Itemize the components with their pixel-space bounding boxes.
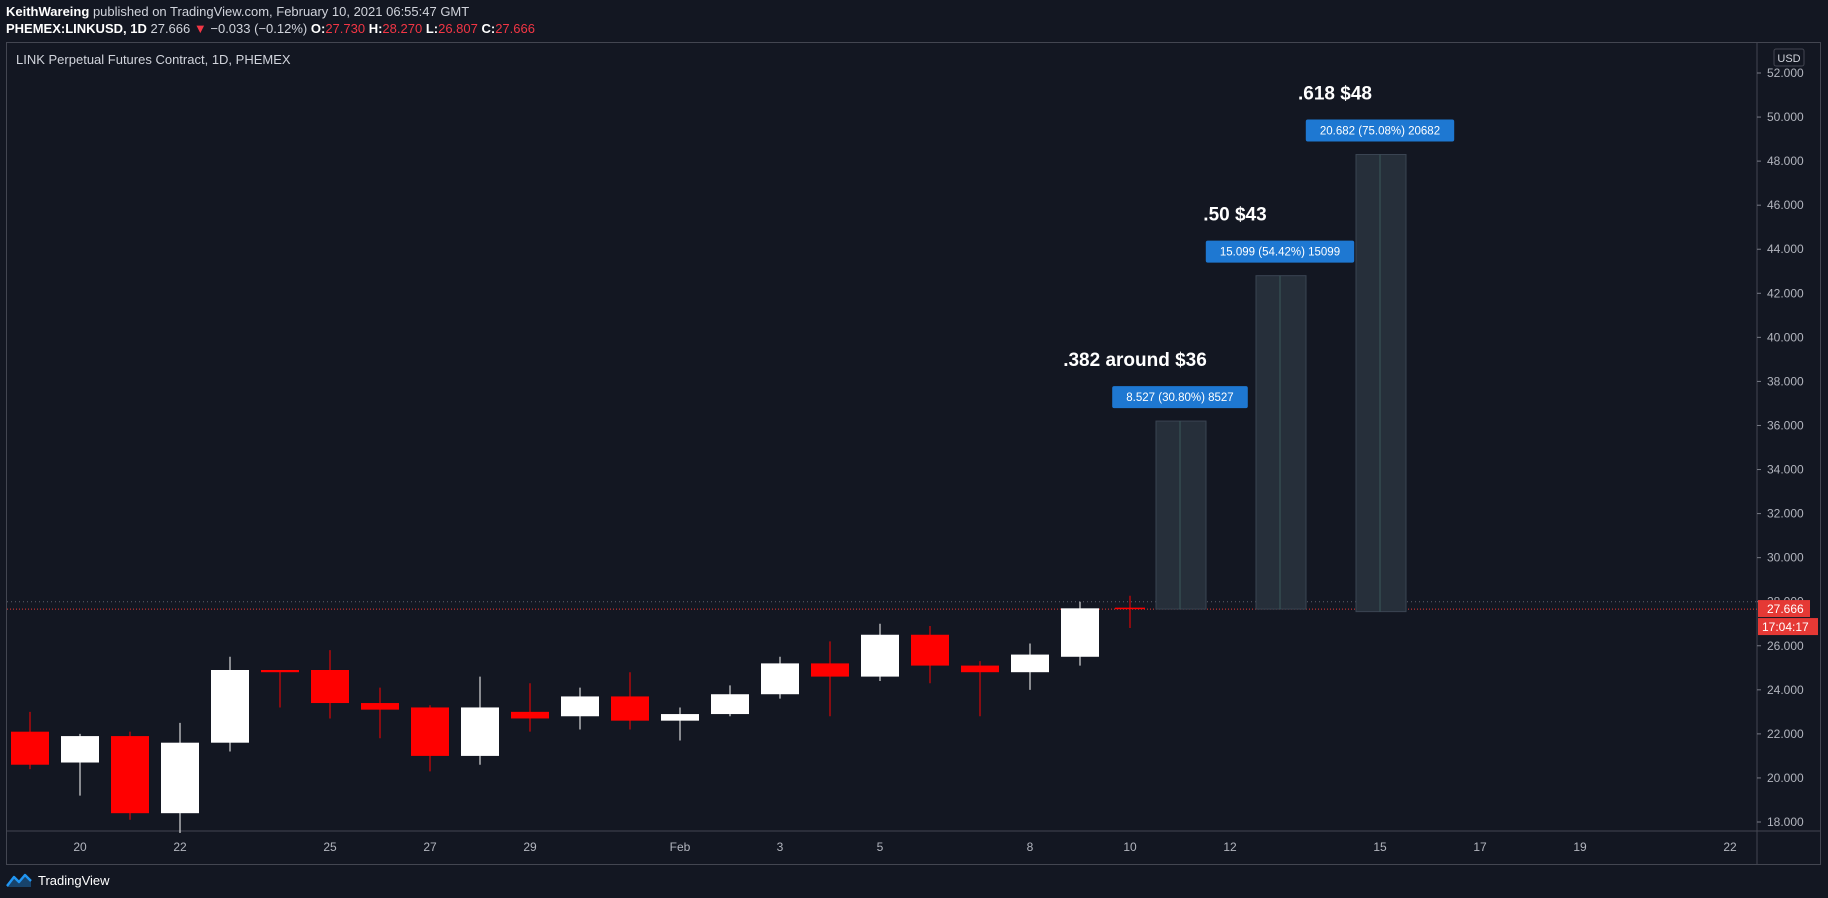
candle-body	[661, 714, 699, 721]
target-badge	[1305, 119, 1455, 142]
x-tick-label: 20	[73, 840, 87, 854]
candle-body	[411, 707, 449, 756]
published-text: published on TradingView.com, February 1…	[92, 4, 470, 19]
x-tick-label: 29	[523, 840, 537, 854]
y-tick-label: 30.000	[1767, 551, 1804, 565]
candle-body	[1061, 608, 1099, 657]
candle-body	[211, 669, 249, 743]
x-tick-label: 19	[1573, 840, 1587, 854]
x-tick-label: 3	[777, 840, 784, 854]
publish-info: KeithWareing published on TradingView.co…	[6, 4, 469, 19]
candle-body	[561, 696, 599, 717]
candle-body	[61, 736, 99, 763]
y-tick-label: 50.000	[1767, 110, 1804, 124]
x-tick-label: 10	[1123, 840, 1137, 854]
candle-body	[111, 736, 149, 814]
y-tick-label: 22.000	[1767, 727, 1804, 741]
target-badge	[1205, 240, 1355, 263]
candle-body	[1011, 654, 1049, 673]
author-name[interactable]: KeithWareing	[6, 4, 90, 19]
target-box	[1355, 154, 1407, 613]
open-value: 27.730	[325, 21, 366, 36]
x-tick-label: 27	[423, 840, 437, 854]
close-label: C:	[481, 21, 496, 36]
candle-body	[861, 634, 899, 677]
y-tick-label: 32.000	[1767, 507, 1804, 521]
y-tick-label: 38.000	[1767, 374, 1804, 388]
y-tick-label: 44.000	[1767, 242, 1804, 256]
candle-body	[811, 663, 849, 677]
target-badge-text: 20.682 (75.08%) 20682	[1320, 126, 1440, 138]
y-tick-label: 46.000	[1767, 198, 1804, 212]
y-tick-label: 20.000	[1767, 771, 1804, 785]
currency-label: USD	[1777, 53, 1800, 65]
candle-body	[711, 694, 749, 715]
x-tick-label: 22	[173, 840, 187, 854]
target-label: .382 around $36	[1063, 350, 1207, 371]
y-tick-label: 52.000	[1767, 66, 1804, 80]
x-tick-label: 25	[323, 840, 337, 854]
high-label: H:	[368, 21, 383, 36]
ohlc-legend: PHEMEX:LINKUSD, 1D 27.666 ▼ −0.033 (−0.1…	[6, 21, 535, 36]
candle-body	[961, 665, 999, 673]
x-tick-label: 22	[1723, 840, 1737, 854]
down-arrow-icon: ▼	[193, 21, 207, 36]
x-tick-label: Feb	[670, 840, 691, 854]
y-tick-label: 42.000	[1767, 286, 1804, 300]
candle-body	[611, 696, 649, 721]
y-tick-label: 40.000	[1767, 330, 1804, 344]
target-label: .50 $43	[1203, 205, 1266, 226]
y-tick-label: 34.000	[1767, 463, 1804, 477]
x-tick-label: 17	[1473, 840, 1487, 854]
low-value: 26.807	[438, 21, 478, 36]
chart-frame[interactable]	[6, 42, 1821, 865]
x-tick-label: 12	[1223, 840, 1237, 854]
countdown-badge-text: 17:04:17	[1762, 620, 1809, 634]
candle-body	[461, 707, 499, 756]
low-label: L:	[425, 21, 439, 36]
countdown-badge	[1758, 618, 1818, 636]
candle-body	[311, 669, 349, 704]
tradingview-logo-icon	[6, 873, 32, 887]
price-change: −0.033 (−0.12%)	[210, 21, 308, 36]
open-label: O:	[310, 21, 326, 36]
target-badge-text: 8.527 (30.80%) 8527	[1126, 392, 1233, 404]
last-price-badge	[1758, 600, 1810, 618]
last-price: 27.666	[150, 21, 191, 36]
last-price-badge-text: 27.666	[1767, 602, 1804, 616]
footer[interactable]: TradingView	[6, 869, 110, 891]
candle-body	[911, 634, 949, 666]
y-tick-label: 18.000	[1767, 815, 1804, 829]
currency-badge	[1773, 48, 1805, 67]
high-value: 28.270	[382, 21, 423, 36]
target-badge	[1112, 386, 1248, 409]
candle-body	[11, 731, 49, 765]
candle-body	[511, 711, 549, 719]
symbol-label: PHEMEX:LINKUSD, 1D	[6, 21, 147, 36]
footer-brand: TradingView	[38, 872, 110, 888]
y-tick-label: 36.000	[1767, 418, 1804, 432]
target-label: .618 $48	[1298, 84, 1372, 105]
x-tick-label: 8	[1027, 840, 1034, 854]
candle-body	[361, 703, 399, 710]
y-tick-label: 26.000	[1767, 639, 1804, 653]
candle-body	[261, 669, 299, 673]
x-tick-label: 5	[877, 840, 884, 854]
target-box	[1255, 275, 1307, 610]
candle-body	[1115, 607, 1145, 610]
target-box	[1155, 420, 1207, 610]
close-value: 27.666	[495, 21, 535, 36]
x-tick-label: 15	[1373, 840, 1387, 854]
candle-body	[761, 663, 799, 695]
candle-body	[161, 742, 199, 814]
chart-title: LINK Perpetual Futures Contract, 1D, PHE…	[16, 52, 291, 67]
target-badge-text: 15.099 (54.42%) 15099	[1220, 247, 1340, 259]
y-tick-label: 24.000	[1767, 683, 1804, 697]
y-tick-label: 48.000	[1767, 154, 1804, 168]
